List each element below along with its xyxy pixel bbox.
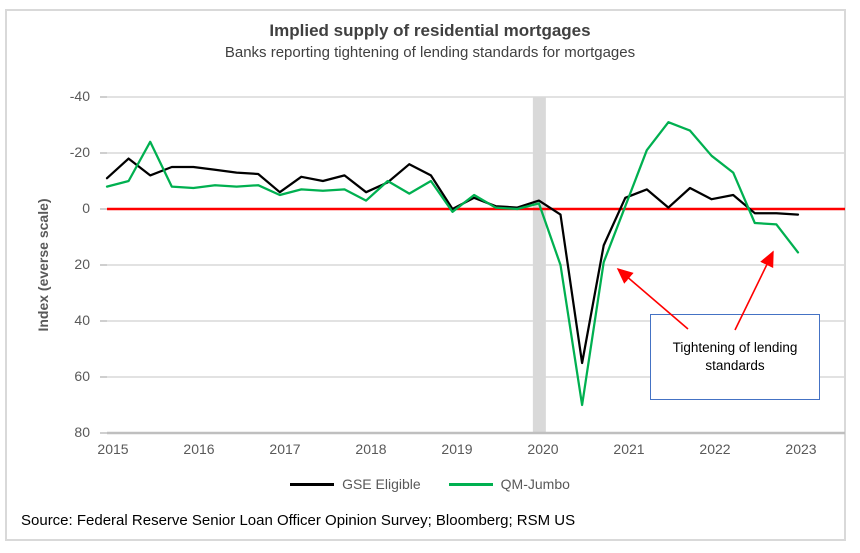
source-note: Source: Federal Reserve Senior Loan Offi… — [21, 512, 576, 529]
x-tick-label: 2016 — [183, 441, 215, 457]
x-tick-label: 2020 — [527, 441, 559, 457]
gse-line-swatch — [290, 482, 335, 486]
chart-subtitle: Banks reporting tightening of lending st… — [224, 44, 636, 61]
legend: GSE Eligible QM-Jumbo — [0, 476, 860, 492]
y-tick-label: 40 — [74, 312, 90, 328]
x-tick-label: 2018 — [355, 441, 387, 457]
x-tick-label: 2017 — [269, 441, 301, 457]
legend-label-gse: GSE Eligible — [342, 476, 421, 492]
legend-item-gse: GSE Eligible — [290, 476, 421, 492]
annotation-box: Tightening of lending standards — [650, 314, 820, 400]
x-tick-label: 2023 — [785, 441, 817, 457]
jumbo-line-swatch — [448, 482, 493, 486]
annotation-text: Tightening of lending standards — [672, 339, 798, 373]
series-line-jumbo — [105, 121, 800, 407]
y-tick-label: -20 — [69, 144, 90, 160]
y-tick-label: 80 — [74, 424, 90, 440]
x-tick-label: 2015 — [97, 441, 129, 457]
legend-item-jumbo: QM-Jumbo — [448, 476, 570, 492]
x-tick-label: 2019 — [441, 441, 473, 457]
y-tick-label: 0 — [82, 200, 90, 216]
y-tick-label: 20 — [74, 256, 90, 272]
y-tick-label: 60 — [74, 368, 90, 384]
chart-title: Implied supply of residential mortgages — [269, 21, 591, 40]
legend-label-jumbo: QM-Jumbo — [500, 476, 570, 492]
y-tick-label: -40 — [69, 88, 90, 104]
series-line-gse — [105, 157, 800, 365]
x-tick-label: 2022 — [699, 441, 731, 457]
x-tick-label: 2021 — [613, 441, 645, 457]
